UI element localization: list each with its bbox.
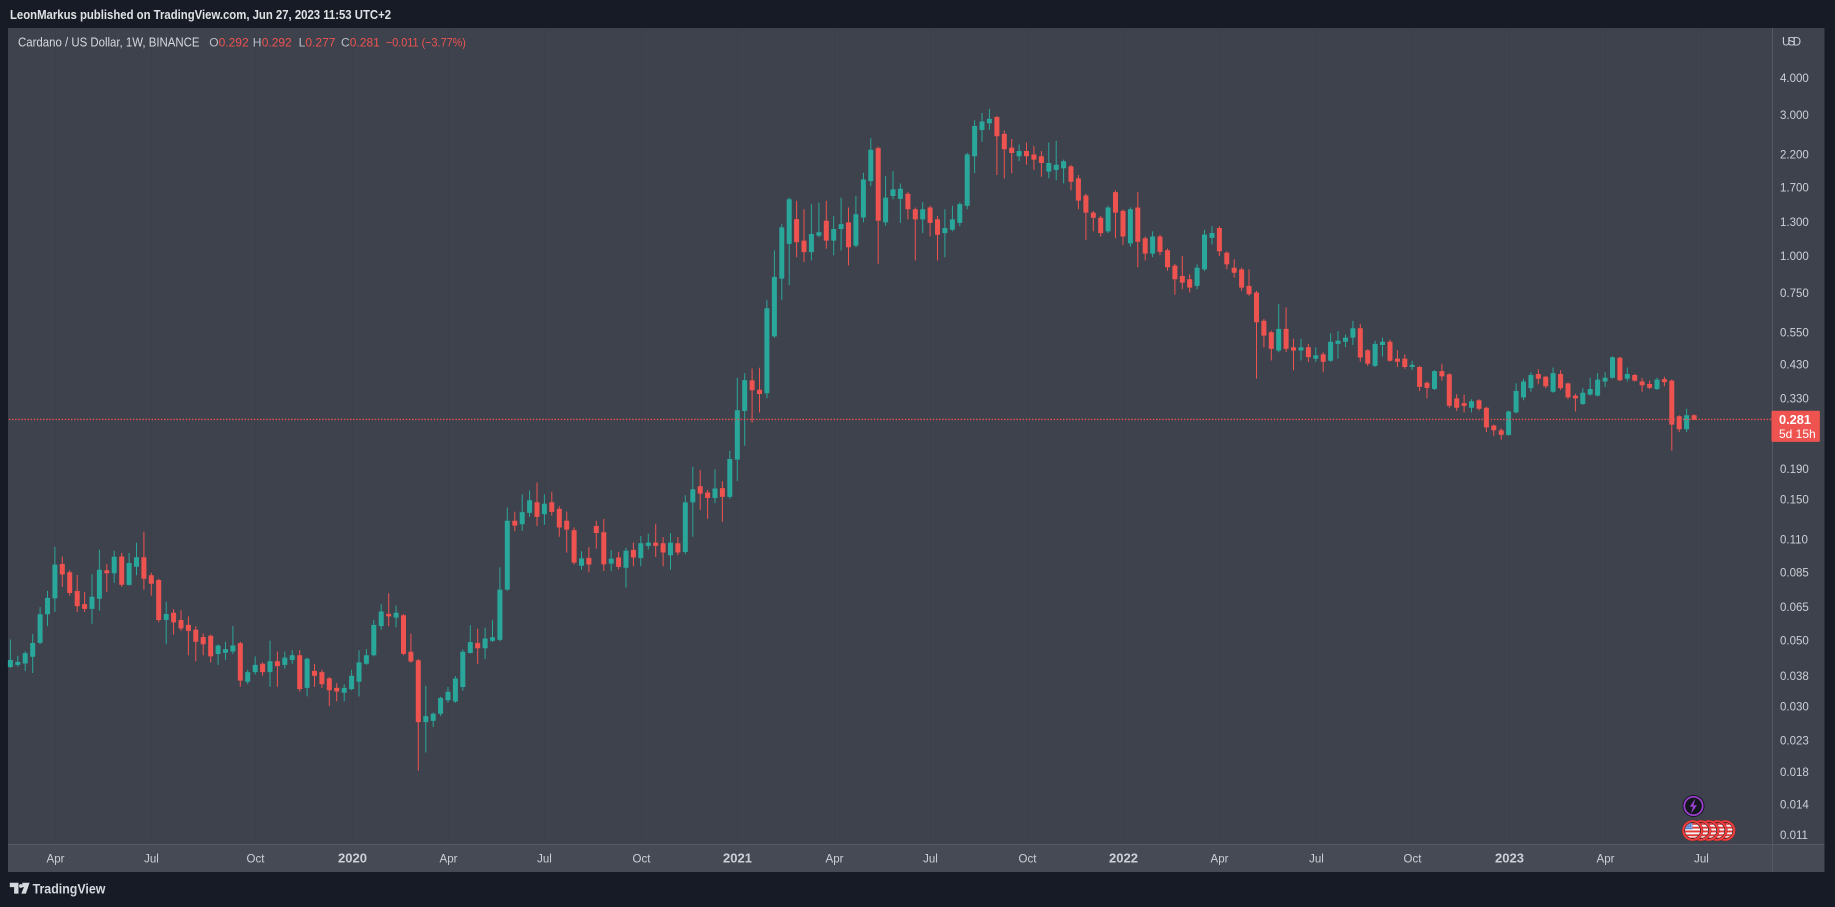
svg-text:5d 15h: 5d 15h xyxy=(1779,427,1816,441)
svg-text:Oct: Oct xyxy=(247,854,266,866)
svg-text:−0.011 (−3.77%): −0.011 (−3.77%) xyxy=(386,36,466,50)
svg-text:Jul: Jul xyxy=(537,854,552,866)
svg-text:0.292: 0.292 xyxy=(219,36,249,50)
svg-text:Apr: Apr xyxy=(826,854,844,866)
svg-text:3.000: 3.000 xyxy=(1780,110,1809,122)
svg-text:Jul: Jul xyxy=(1309,854,1324,866)
svg-text:0.281: 0.281 xyxy=(350,36,380,50)
svg-text:Apr: Apr xyxy=(1211,854,1229,866)
svg-text:Oct: Oct xyxy=(1404,854,1423,866)
svg-text:0.014: 0.014 xyxy=(1780,799,1809,811)
svg-text:0.281: 0.281 xyxy=(1779,412,1811,427)
svg-text:0.190: 0.190 xyxy=(1780,464,1809,476)
svg-text:LeonMarkus published on Tradin: LeonMarkus published on TradingView.com,… xyxy=(10,8,391,22)
svg-text:4.000: 4.000 xyxy=(1780,73,1809,85)
svg-text:Apr: Apr xyxy=(440,854,458,866)
svg-text:0.110: 0.110 xyxy=(1780,534,1808,546)
svg-text:Jul: Jul xyxy=(1694,854,1709,866)
svg-text:0.018: 0.018 xyxy=(1780,767,1809,779)
svg-text:0.330: 0.330 xyxy=(1780,393,1809,405)
svg-text:C: C xyxy=(341,36,350,50)
svg-text:2023: 2023 xyxy=(1495,851,1524,866)
svg-text:1.700: 1.700 xyxy=(1780,183,1809,195)
svg-text:2020: 2020 xyxy=(338,851,367,866)
svg-text:0.277: 0.277 xyxy=(305,36,335,50)
svg-text:H: H xyxy=(253,36,262,50)
svg-text:2.200: 2.200 xyxy=(1780,150,1809,162)
svg-text:Oct: Oct xyxy=(1019,854,1038,866)
svg-text:0.550: 0.550 xyxy=(1780,328,1809,340)
svg-text:USD: USD xyxy=(1782,36,1801,48)
svg-text:O: O xyxy=(209,36,218,50)
svg-text:Jul: Jul xyxy=(923,854,938,866)
svg-text:2021: 2021 xyxy=(723,851,752,866)
svg-text:0.038: 0.038 xyxy=(1780,671,1809,683)
svg-text:0.430: 0.430 xyxy=(1780,359,1809,371)
svg-text:0.750: 0.750 xyxy=(1780,288,1809,300)
svg-text:0.085: 0.085 xyxy=(1780,568,1809,580)
svg-text:Cardano / US Dollar, 1W, BINAN: Cardano / US Dollar, 1W, BINANCE xyxy=(18,36,200,50)
svg-text:0.023: 0.023 xyxy=(1780,736,1809,748)
svg-text:2022: 2022 xyxy=(1109,851,1138,866)
svg-text:Apr: Apr xyxy=(1597,854,1615,866)
svg-text:0.030: 0.030 xyxy=(1780,701,1809,713)
svg-text:0.050: 0.050 xyxy=(1780,636,1809,648)
svg-text:1.300: 1.300 xyxy=(1780,217,1809,229)
svg-text:0.150: 0.150 xyxy=(1780,495,1809,507)
svg-text:Oct: Oct xyxy=(633,854,652,866)
svg-text:0.065: 0.065 xyxy=(1780,602,1809,614)
svg-text:L: L xyxy=(299,36,306,50)
svg-text:0.011: 0.011 xyxy=(1780,830,1808,842)
svg-text:1.000: 1.000 xyxy=(1780,251,1809,263)
svg-text:Apr: Apr xyxy=(47,854,65,866)
svg-text:TradingView: TradingView xyxy=(33,881,106,896)
svg-text:0.292: 0.292 xyxy=(262,36,292,50)
svg-text:Jul: Jul xyxy=(144,854,159,866)
